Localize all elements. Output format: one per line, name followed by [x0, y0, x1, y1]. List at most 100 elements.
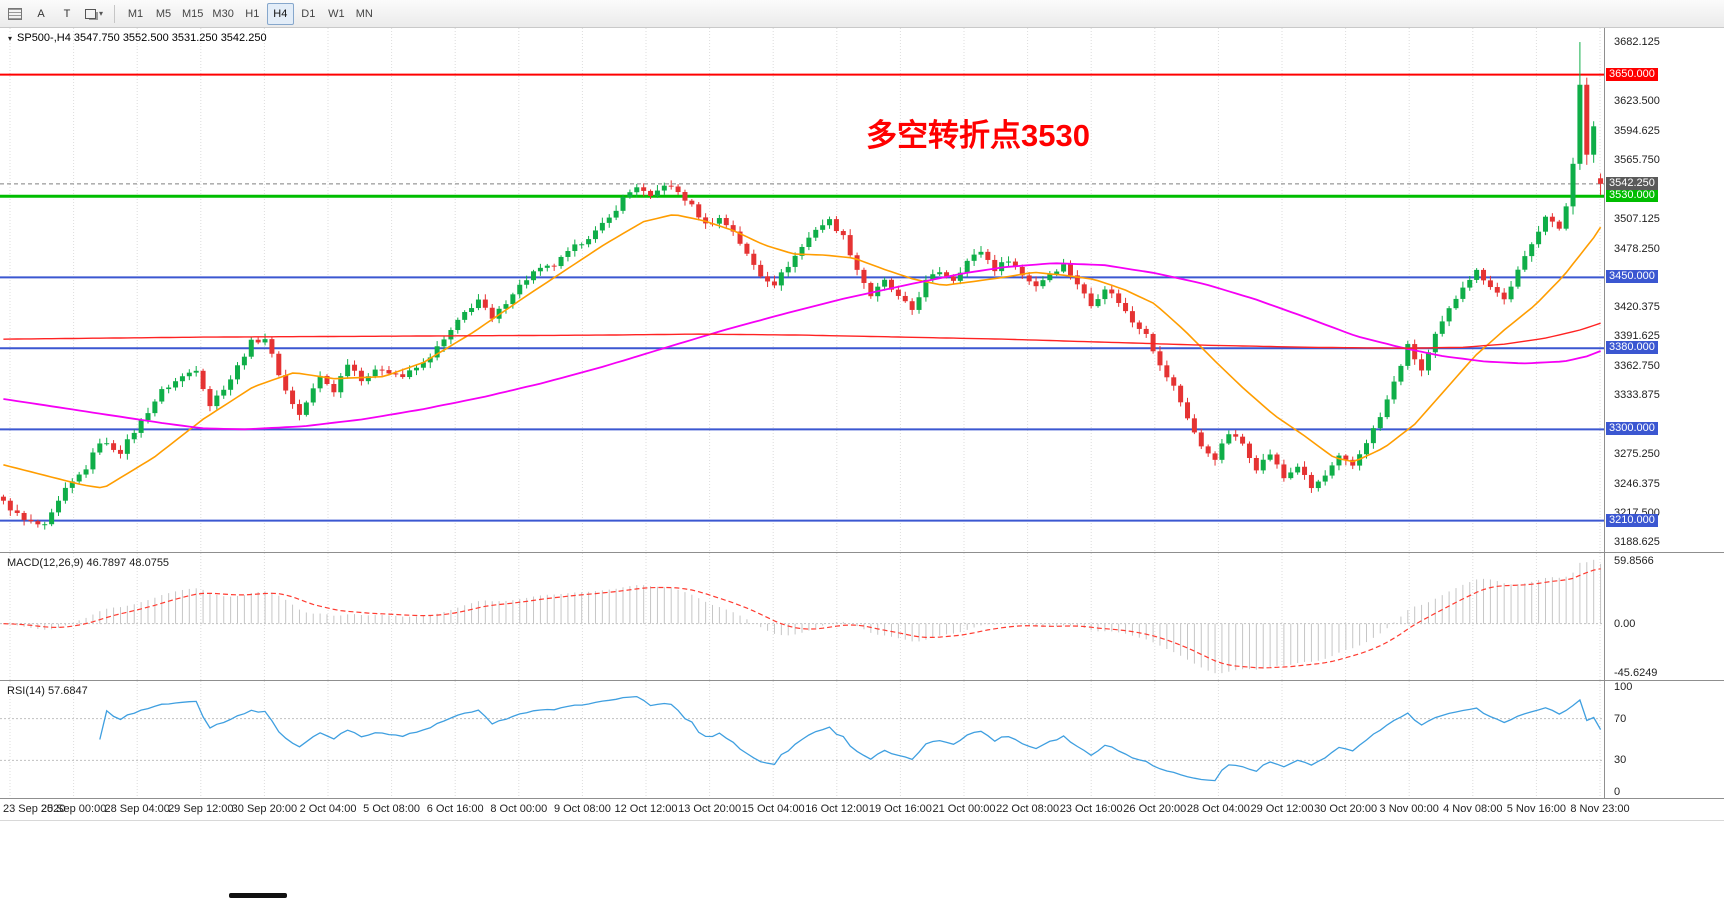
time-axis-label: 29 Sep 12:00 — [168, 803, 234, 815]
candle-body — [1088, 293, 1094, 307]
shapes-tool-button[interactable]: ▾ — [81, 3, 107, 25]
collapse-triangle-icon[interactable]: ▾ — [8, 33, 13, 43]
candle-body — [1432, 333, 1438, 353]
candle-body — [703, 217, 709, 224]
ma-orange — [3, 214, 1602, 489]
timeframe-button-m1[interactable]: M1 — [122, 3, 149, 25]
candle-body — [1246, 443, 1252, 458]
candle-body — [111, 443, 117, 450]
candle-body — [338, 376, 344, 393]
candle-body — [104, 443, 110, 445]
candle-body — [503, 304, 509, 309]
time-axis-border — [0, 820, 1724, 821]
candle-body — [992, 259, 998, 272]
macd-signal-line — [3, 568, 1601, 669]
candle-body — [1522, 256, 1528, 270]
chart-text-annotation[interactable]: 多空转折点3530 — [866, 118, 1090, 153]
price-axis[interactable]: 3682.125 3623.500 3594.625 3565.750 3507.125… — [1606, 0, 1724, 890]
candle-body — [1315, 481, 1321, 489]
h-scrollbar-thumb[interactable] — [229, 893, 287, 898]
candle-body — [1054, 271, 1060, 274]
candle-body — [1405, 344, 1411, 366]
timeframe-button-h1[interactable]: H1 — [239, 3, 266, 25]
candle-body — [283, 375, 289, 391]
candle-body — [785, 266, 791, 273]
timeframe-button-m5[interactable]: M5 — [150, 3, 177, 25]
timeframe-button-m30[interactable]: M30 — [208, 3, 237, 25]
candle-body — [49, 512, 55, 525]
candle-body — [1501, 292, 1507, 300]
candle-body — [1047, 273, 1053, 281]
timeframe-button-w1[interactable]: W1 — [323, 3, 350, 25]
candle-body — [744, 243, 750, 254]
candle-body — [317, 375, 323, 389]
candle-body — [1019, 266, 1025, 276]
candle-body — [310, 388, 316, 403]
candle-body — [475, 299, 481, 309]
time-axis-label: 4 Nov 08:00 — [1443, 803, 1503, 815]
candle-body — [930, 274, 936, 280]
candle-body — [1446, 308, 1452, 322]
candle-body — [1040, 280, 1046, 287]
candle-body — [413, 367, 419, 371]
candle-body — [448, 330, 454, 340]
candle-body — [854, 255, 860, 270]
candle-body — [1253, 457, 1259, 471]
candle-body — [1171, 377, 1177, 386]
pane-separator[interactable] — [0, 680, 1724, 681]
candles-layer — [0, 42, 1604, 530]
candle-body — [833, 219, 839, 232]
rsi-scale-label: 0 — [1614, 785, 1621, 798]
candle-body — [1377, 417, 1383, 429]
candle-body — [682, 192, 688, 201]
candle-body — [971, 254, 977, 261]
candle-body — [1412, 344, 1418, 360]
candle-body — [902, 295, 908, 302]
candle-body — [1260, 459, 1266, 471]
candle-body — [14, 510, 20, 513]
candle-body — [572, 244, 578, 252]
candle-body — [1067, 264, 1073, 276]
timeframe-button-mn[interactable]: MN — [351, 3, 378, 25]
time-axis-label: 8 Nov 23:00 — [1570, 803, 1630, 815]
toolbar: A T ▾ M1 M5 M15 M30 H1 H4 D1 W1 MN — [0, 0, 1724, 28]
candle-body — [1474, 269, 1480, 280]
candle-body — [1095, 299, 1101, 307]
price-tick-label: 3391.625 — [1614, 330, 1660, 343]
timeframe-button-h4[interactable]: H4 — [266, 2, 294, 25]
candle-body — [737, 231, 743, 244]
candle-body — [606, 217, 612, 223]
macd-pane[interactable] — [0, 553, 1604, 680]
annotation-tool-button[interactable]: A — [29, 3, 53, 25]
candle-body — [1012, 261, 1018, 267]
candle-body — [1391, 381, 1397, 400]
candle-body — [365, 376, 371, 382]
candle-body — [978, 251, 984, 255]
timeframe-button-d1[interactable]: D1 — [295, 3, 322, 25]
rsi-pane[interactable] — [0, 681, 1604, 798]
candle-body — [1129, 311, 1135, 323]
timeframe-button-m15[interactable]: M15 — [178, 3, 207, 25]
price-pane[interactable] — [0, 28, 1604, 552]
candle-body — [1295, 466, 1301, 473]
pane-separator[interactable] — [0, 552, 1724, 553]
time-axis-label: 23 Sep 2020 — [3, 803, 66, 815]
price-tick-label: 3478.250 — [1614, 242, 1660, 255]
candle-body — [1515, 269, 1521, 287]
time-axis[interactable]: 23 Sep 2020 25 Sep 00:00 28 Sep 04:00 29 Se… — [0, 799, 1724, 820]
chart-templates-button[interactable] — [3, 3, 27, 25]
candle-body — [544, 265, 550, 268]
candle-body — [641, 187, 647, 191]
candle-body — [179, 376, 185, 382]
price-tick-label: 3507.125 — [1614, 213, 1660, 226]
pane-separator — [0, 798, 1724, 799]
candle-body — [827, 219, 833, 226]
candle-body — [489, 307, 495, 319]
candle-body — [895, 289, 901, 296]
candle-body — [1288, 472, 1294, 479]
text-tool-button[interactable]: T — [55, 3, 79, 25]
macd-histogram — [9, 559, 1602, 674]
candle-body — [1508, 286, 1514, 300]
candle-body — [434, 346, 440, 358]
candle-body — [324, 375, 330, 384]
